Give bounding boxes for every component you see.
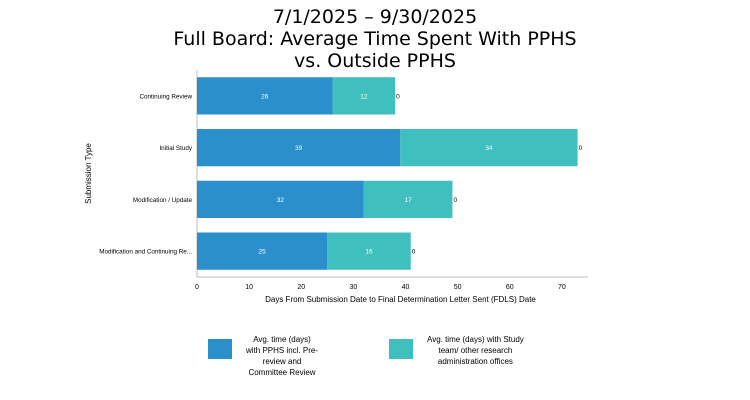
chart-title: 7/1/2025 – 9/30/2025 Full Board: Average… [0,6,750,72]
bar-value-label: 12 [360,93,368,100]
title-line-3: vs. Outside PPHS [294,50,456,72]
bar-value-label: 39 [295,145,303,152]
bar-segment-series-1 [197,180,364,219]
legend-item-series-2: Avg. time (days) with Study team/ other … [389,334,524,367]
title-line-2: Full Board: Average Time Spent With PPHS [173,28,577,50]
x-tick-label: 50 [454,284,462,291]
legend-label-series-2-line-1: Avg. time (days) with Study [427,335,524,344]
bar-value-label: 16 [365,249,373,256]
legend-label-series-1-line-3: review and [262,357,302,366]
bar-segment-series-2 [400,128,578,167]
x-axis-title: Days From Submission Date to Final Deter… [265,295,536,304]
category-label: Modification and Continuing Re... [99,249,192,256]
x-tick-label: 60 [506,284,514,291]
x-tick-label: 70 [558,284,566,291]
legend-swatch-series-1 [208,339,232,359]
legend-item-series-1: Avg. time (days) with PPHS incl. Pre- re… [208,334,318,378]
bar-value-label: 17 [405,197,413,204]
bar-end-label: 0 [396,93,400,100]
legend-label-series-1-line-1: Avg. time (days) [253,335,311,344]
bar-segment-series-2 [332,77,396,115]
category-label: Continuing Review [139,93,192,100]
bar-value-label: 32 [277,197,285,204]
x-tick-label: 40 [402,284,410,291]
bar-end-label: 0 [412,249,416,256]
bar-segment-series-1 [197,232,328,270]
x-tick-label: 30 [350,284,358,291]
bar-end-label: 0 [453,197,457,204]
legend-label-series-1-line-2: with PPHS incl. Pre- [246,346,319,355]
bar-segment-series-1 [197,77,333,115]
legend-label-series-2-line-3: administration offices [437,357,513,366]
x-tick-label: 20 [297,284,305,291]
x-tick-label: 0 [195,284,199,291]
bar-segment-series-2 [363,180,453,219]
legend-label-series-2-line-2: team/ other research [438,346,513,355]
bar-value-label: 34 [485,145,493,152]
legend-label-series-1: Avg. time (days) with PPHS incl. Pre- re… [246,334,318,378]
bar-value-label: 25 [259,249,267,256]
bar-value-label: 26 [261,93,269,100]
x-tick-label: 10 [245,284,253,291]
bar-segment-series-2 [327,232,411,270]
y-axis-title: Submission Type [84,143,93,204]
legend-swatch-series-2 [389,339,413,359]
bar-end-label: 0 [579,145,583,152]
legend-label-series-1-line-4: Committee Review [248,368,316,377]
title-line-1: 7/1/2025 – 9/30/2025 [272,6,478,28]
category-label: Initial Study [159,145,192,152]
category-label: Modification / Update [133,197,193,204]
bar-segment-series-1 [197,128,401,167]
legend-label-series-2: Avg. time (days) with Study team/ other … [427,334,524,367]
